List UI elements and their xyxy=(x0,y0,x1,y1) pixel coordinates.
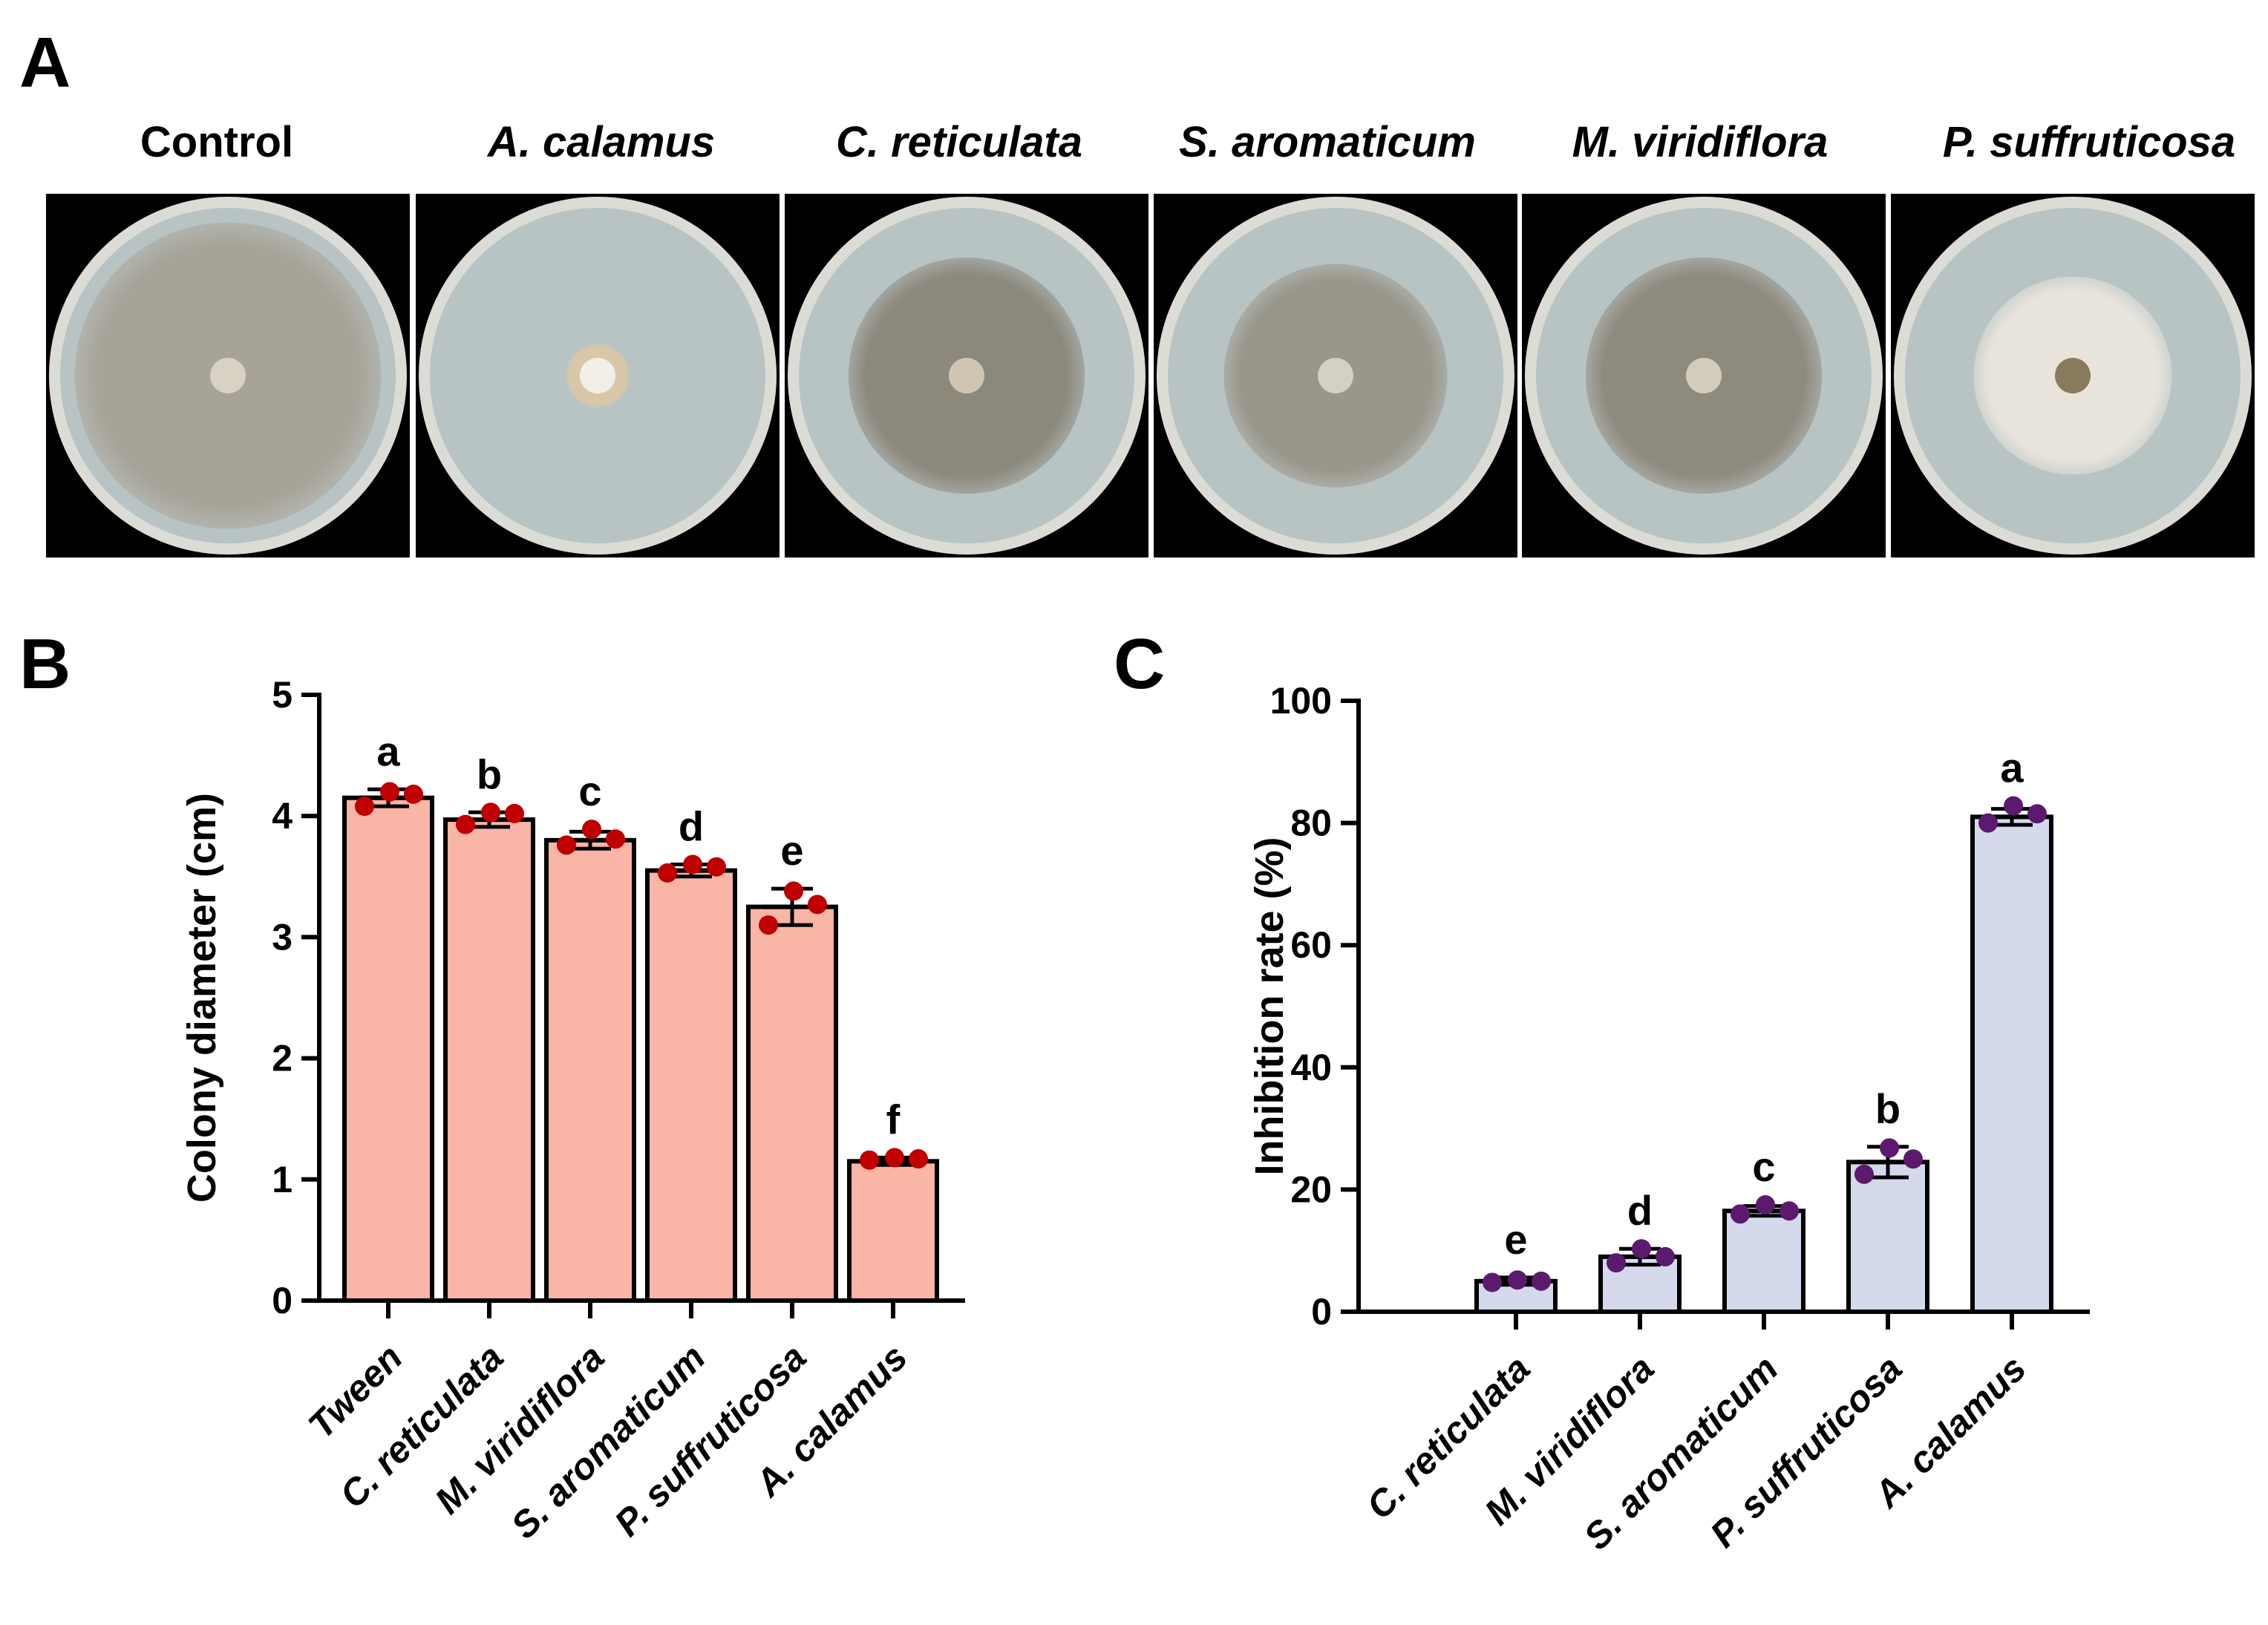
replicate-point xyxy=(784,881,803,901)
replicate-point xyxy=(759,915,778,935)
dish-label: Control xyxy=(140,118,294,166)
bar xyxy=(342,795,434,1303)
replicate-point xyxy=(707,857,726,877)
significance-letter: f xyxy=(886,1096,901,1142)
replicate-point xyxy=(505,803,524,823)
inoculum-plug xyxy=(949,358,984,393)
significance-letter: c xyxy=(578,768,601,814)
panel-label-c: C xyxy=(1114,624,1166,704)
bar xyxy=(443,817,535,1303)
panel-label-a: A xyxy=(19,23,71,102)
y-axis-label: Colony diameter (cm) xyxy=(180,793,224,1203)
petri-dish-photo xyxy=(46,194,410,558)
dish-label: S. aromaticum xyxy=(1179,118,1476,166)
petri-dish-photo xyxy=(1154,194,1517,558)
y-tick-label: 3 xyxy=(272,916,293,958)
bar xyxy=(847,1159,939,1303)
dish-label: M. viridiflora xyxy=(1572,118,1829,166)
bar xyxy=(544,837,636,1303)
replicate-point xyxy=(909,1149,928,1169)
dish-label: A. calamus xyxy=(487,118,716,166)
dish-label: C. reticulata xyxy=(836,118,1082,166)
replicate-point xyxy=(380,782,399,802)
inoculum-plug xyxy=(2055,358,2091,393)
replicate-point xyxy=(683,854,702,874)
significance-letter: b xyxy=(477,751,502,797)
significance-letter: a xyxy=(376,728,400,774)
replicate-point xyxy=(606,829,625,849)
panel-label-b: B xyxy=(19,624,71,704)
replicate-point xyxy=(658,863,677,883)
y-tick-label: 0 xyxy=(272,1280,293,1321)
petri-dish-photo xyxy=(416,194,780,558)
replicate-point xyxy=(557,835,576,855)
y-tick-label: 1 xyxy=(272,1159,293,1200)
inoculum-plug xyxy=(580,358,615,393)
dish-label: P. suffruticosa xyxy=(1942,118,2236,166)
bar xyxy=(746,904,838,1303)
replicate-point xyxy=(885,1148,904,1168)
replicate-point xyxy=(404,784,423,804)
y-tick-label: 2 xyxy=(272,1038,293,1079)
y-tick-label: 4 xyxy=(272,795,293,837)
inoculum-plug xyxy=(1686,358,1722,393)
petri-dish-photo xyxy=(785,194,1148,558)
significance-letter: d xyxy=(679,802,704,849)
petri-dish-photo xyxy=(1891,194,2255,558)
replicate-point xyxy=(456,814,475,834)
petri-dish-photo xyxy=(1522,194,1886,558)
replicate-point xyxy=(481,802,500,823)
bar xyxy=(645,868,737,1303)
replicate-point xyxy=(808,895,827,915)
significance-letter: e xyxy=(780,827,803,874)
replicate-point xyxy=(860,1150,879,1170)
replicate-point xyxy=(355,797,374,817)
y-tick-label: 5 xyxy=(272,674,293,716)
replicate-point xyxy=(582,820,601,840)
inoculum-plug xyxy=(1318,358,1353,393)
inoculum-plug xyxy=(210,358,246,393)
